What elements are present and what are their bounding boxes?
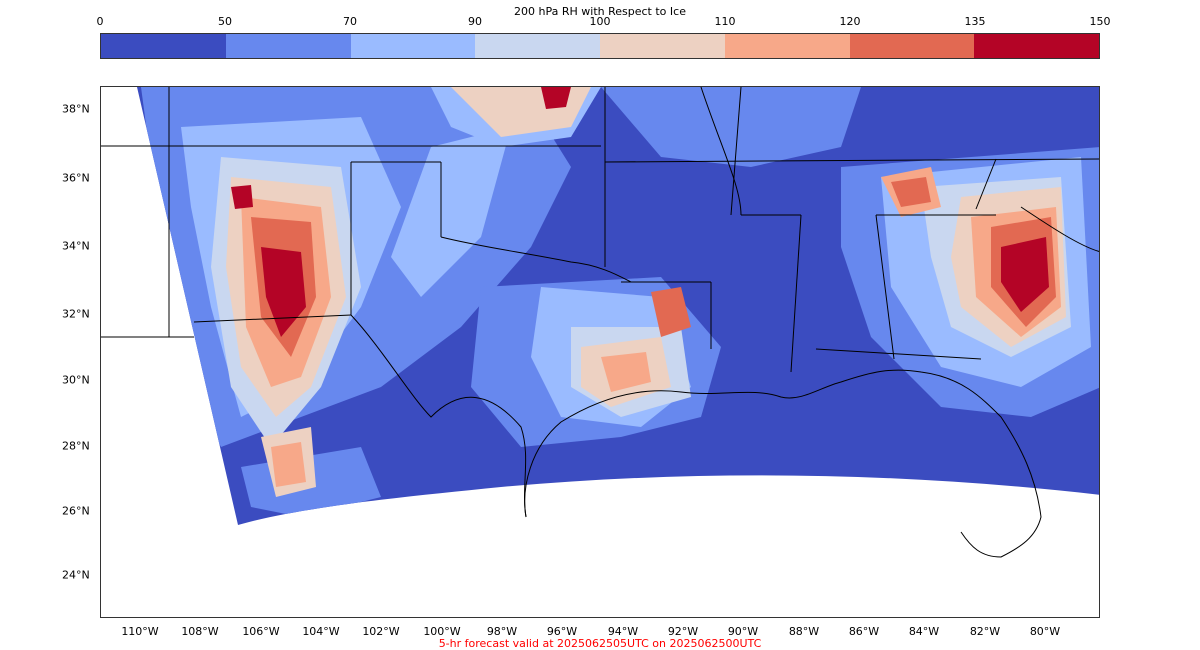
lat-label: 32°N [62, 307, 90, 321]
colorbar-segment [600, 34, 725, 58]
boundary-line [700, 87, 742, 216]
colorbar-tick-labels: 0 50 70 90 100 110 120 135 150 [96, 15, 1111, 29]
lon-label: 88°W [788, 625, 820, 638]
colorbar-tick-label: 100 [589, 15, 611, 28]
rh-region-50-70 [601, 87, 861, 167]
boundary-line [975, 158, 997, 210]
colorbar-segment [350, 34, 476, 58]
map-panel [100, 86, 1100, 618]
boundary-line [604, 158, 1099, 163]
colorbar-segment [475, 34, 600, 58]
lon-label: 84°W [908, 625, 940, 638]
lon-label: 108°W [181, 625, 219, 638]
forecast-valid-text: 5-hr forecast valid at 2025062505UTC on … [438, 637, 762, 650]
state-boundaries [101, 87, 1099, 518]
map-title: 200 hPa RH with Respect to Ice [514, 5, 686, 18]
lat-label: 30°N [62, 373, 90, 387]
lon-label: 90°W [727, 625, 759, 638]
boundary-line [875, 214, 895, 360]
rh-region-135-150 [231, 185, 253, 209]
colorbar-tick-label: 70 [343, 15, 357, 28]
coastline [524, 369, 1042, 558]
rh-region-120-135 [891, 177, 931, 207]
boundary-line [730, 87, 742, 216]
colorbar-tick-label: 150 [1089, 15, 1111, 28]
rh-region-135-150 [541, 87, 571, 109]
rh-region-135-150 [1001, 237, 1049, 312]
lon-label: 86°W [848, 625, 880, 638]
colorbar-tick-label: 120 [839, 15, 861, 28]
colorbar-tick-label: 0 [96, 15, 104, 28]
rh-contours [141, 87, 1099, 517]
rh-region-135-150 [261, 247, 306, 337]
boundary-line [193, 314, 352, 323]
lon-label: 80°W [1029, 625, 1061, 638]
rh-region-110-120 [601, 352, 651, 392]
lon-label: 102°W [362, 625, 400, 638]
colorbar [100, 33, 1100, 59]
colorbar-segment [974, 34, 1099, 58]
lon-label: 94°W [607, 625, 639, 638]
colorbar-segment [101, 34, 226, 58]
lat-label: 28°N [62, 439, 90, 453]
lat-label: 38°N [62, 102, 90, 116]
boundary-line [790, 214, 802, 373]
rh-region-120-135 [651, 287, 691, 337]
lon-label: 110°W [121, 625, 159, 638]
colorbar-tick-label: 90 [468, 15, 482, 28]
lat-label: 36°N [62, 171, 90, 185]
boundary-line [815, 348, 982, 360]
rh-region-70-90 [391, 127, 511, 297]
colorbar-segment [849, 34, 975, 58]
lon-label: 98°W [486, 625, 518, 638]
lat-label: 26°N [62, 504, 90, 518]
colorbar-tick-label: 135 [964, 15, 986, 28]
colorbar-segment [225, 34, 351, 58]
boundary-line [350, 314, 527, 518]
lon-label: 104°W [302, 625, 340, 638]
lon-label: 92°W [667, 625, 699, 638]
rh-field-map [101, 87, 1099, 558]
rh-region-110-120 [271, 442, 306, 487]
colorbar-tick-label: 50 [218, 15, 232, 28]
lon-label: 96°W [546, 625, 578, 638]
lat-label: 24°N [62, 568, 90, 582]
boundary-line [524, 369, 1042, 558]
colorbar-tick-label: 110 [714, 15, 736, 28]
lon-label: 100°W [423, 625, 461, 638]
lon-label: 106°W [242, 625, 280, 638]
boundary-line [440, 236, 632, 283]
lat-label: 34°N [62, 239, 90, 253]
lon-label: 82°W [969, 625, 1001, 638]
colorbar-segment [724, 34, 850, 58]
boundary-line [1020, 206, 1099, 252]
